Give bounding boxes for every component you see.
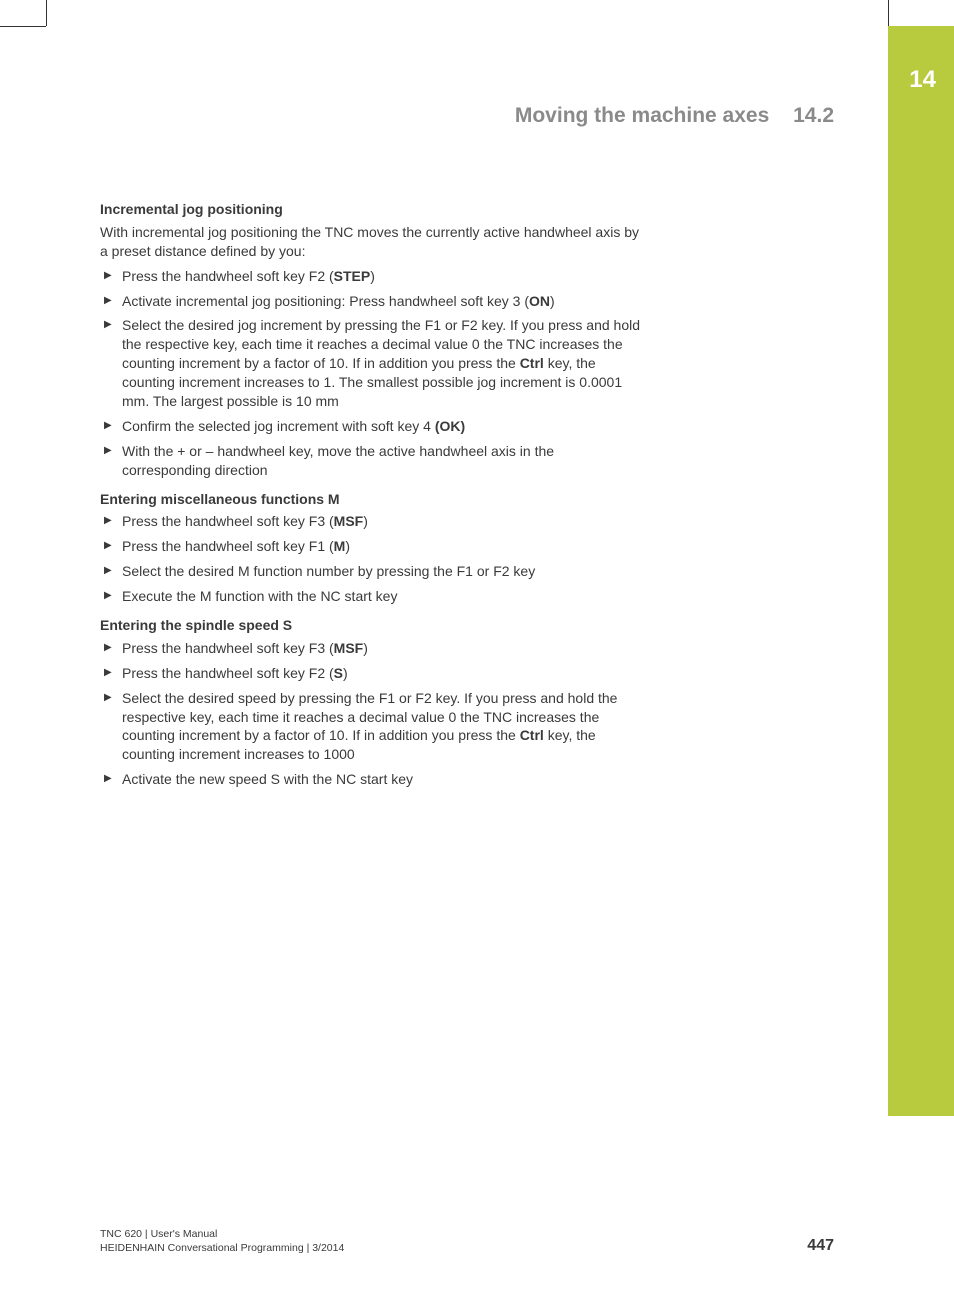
crop-mark	[46, 0, 47, 26]
crop-mark	[888, 0, 889, 26]
bold-text: ON	[529, 293, 550, 309]
section-number: 14.2	[793, 104, 834, 127]
step-list: Press the handwheel soft key F2 (STEP) Ac…	[100, 267, 640, 480]
footer: TNC 620 | User's Manual HEIDENHAIN Conve…	[100, 1227, 344, 1255]
step-list: Press the handwheel soft key F3 (MSF) Pre…	[100, 639, 640, 789]
body-content: Incremental jog positioning With incremen…	[100, 200, 640, 795]
step-item: Select the desired speed by pressing the…	[100, 689, 640, 765]
section-title: Moving the machine axes	[515, 104, 769, 127]
footer-line1: TNC 620 | User's Manual	[100, 1227, 344, 1241]
step-item: Select the desired jog increment by pres…	[100, 316, 640, 410]
bold-text: MSF	[334, 513, 364, 529]
subheading: Entering miscellaneous functions M	[100, 490, 640, 509]
subheading: Entering the spindle speed S	[100, 616, 640, 635]
step-item: Press the handwheel soft key F2 (STEP)	[100, 267, 640, 286]
step-item: Activate the new speed S with the NC sta…	[100, 770, 640, 789]
bold-text: M	[334, 538, 346, 554]
bold-text: Ctrl	[520, 727, 544, 743]
step-item: Confirm the selected jog increment with …	[100, 417, 640, 436]
bold-text: Ctrl	[520, 355, 544, 371]
section-header: Moving the machine axes 14.2	[100, 104, 834, 128]
step-item: With the + or – handwheel key, move the …	[100, 442, 640, 480]
step-item: Select the desired M function number by …	[100, 562, 640, 581]
bold-text: S	[334, 665, 343, 681]
footer-line2: HEIDENHAIN Conversational Programming | …	[100, 1241, 344, 1255]
page-number: 447	[807, 1237, 834, 1255]
step-list: Press the handwheel soft key F3 (MSF) Pre…	[100, 512, 640, 606]
step-item: Press the handwheel soft key F1 (M)	[100, 537, 640, 556]
bold-text: STEP	[334, 268, 371, 284]
bold-text: MSF	[334, 640, 364, 656]
crop-mark	[0, 26, 46, 27]
step-item: Execute the M function with the NC start…	[100, 587, 640, 606]
bold-text: (OK)	[435, 418, 465, 434]
step-item: Press the handwheel soft key F3 (MSF)	[100, 512, 640, 531]
chapter-number: 14	[909, 66, 936, 94]
chapter-tab: 14	[888, 26, 954, 1116]
step-item: Press the handwheel soft key F3 (MSF)	[100, 639, 640, 658]
step-item: Activate incremental jog positioning: Pr…	[100, 292, 640, 311]
intro-text: With incremental jog positioning the TNC…	[100, 223, 640, 261]
step-item: Press the handwheel soft key F2 (S)	[100, 664, 640, 683]
subheading: Incremental jog positioning	[100, 200, 640, 219]
